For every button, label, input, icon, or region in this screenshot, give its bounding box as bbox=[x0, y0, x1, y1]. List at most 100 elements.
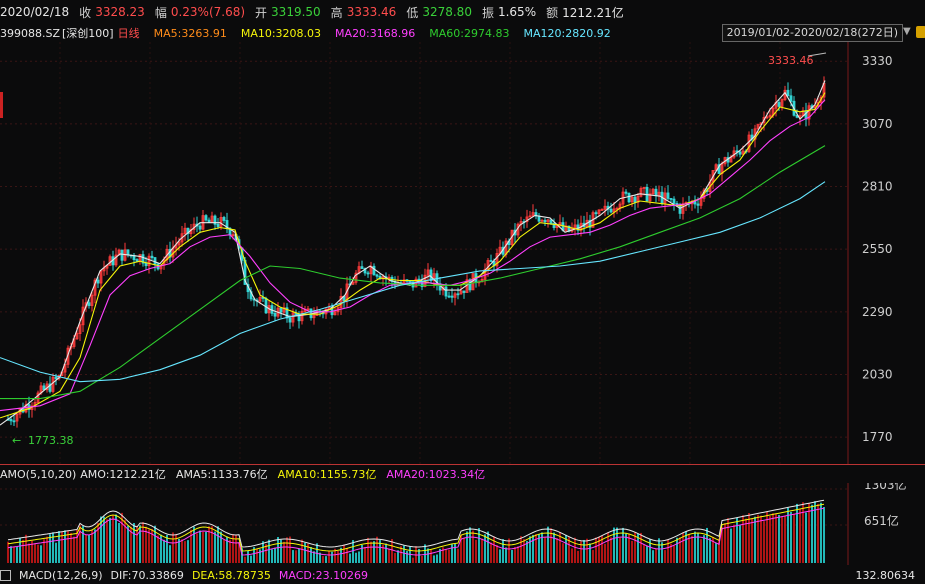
volume-bar bbox=[196, 533, 198, 563]
volume-bar bbox=[403, 545, 405, 563]
volume-bar bbox=[523, 539, 525, 563]
candle-body bbox=[597, 209, 601, 215]
volume-bar bbox=[739, 525, 741, 563]
volume-bar bbox=[184, 541, 186, 563]
candle-body bbox=[459, 290, 463, 295]
volume-bar bbox=[715, 542, 717, 563]
volume-bar bbox=[499, 549, 501, 563]
volume-bar bbox=[88, 534, 90, 563]
price-axis-tick: 3330 bbox=[862, 54, 893, 68]
volume-bar bbox=[37, 544, 39, 563]
volume-bar bbox=[712, 536, 714, 563]
volume-bar bbox=[217, 526, 219, 563]
volume-bar bbox=[586, 538, 588, 563]
volume-bar bbox=[418, 549, 420, 563]
volume-bar bbox=[697, 532, 699, 563]
volume-chart[interactable]: 1303亿 651亿 bbox=[0, 483, 925, 565]
ama20-line bbox=[7, 507, 825, 556]
volume-bar bbox=[619, 537, 621, 563]
macd-toggle-checkbox[interactable] bbox=[0, 569, 11, 581]
candle-body bbox=[375, 274, 379, 277]
volume-bar bbox=[421, 555, 423, 563]
candle-body bbox=[489, 260, 493, 262]
candle-body bbox=[282, 307, 286, 313]
amp-label: 振 bbox=[481, 5, 494, 20]
volume-bar bbox=[289, 536, 291, 563]
volume-bar bbox=[556, 538, 558, 563]
volume-bar bbox=[592, 550, 594, 563]
volume-bar bbox=[271, 549, 273, 563]
stock-code: 399088.SZ bbox=[0, 26, 61, 40]
volume-bar bbox=[121, 512, 123, 563]
volume-bar bbox=[607, 532, 609, 563]
volume-bar bbox=[652, 550, 654, 563]
candle-body bbox=[339, 295, 343, 309]
volume-bar bbox=[394, 553, 396, 563]
volume-bar bbox=[106, 519, 108, 563]
volume-bar bbox=[625, 533, 627, 563]
volume-bar bbox=[310, 547, 312, 563]
volume-bar bbox=[67, 531, 69, 563]
volume-bar bbox=[373, 541, 375, 563]
ma60-value: MA60:2974.83 bbox=[429, 26, 510, 40]
candle-body bbox=[186, 227, 190, 235]
volume-bar bbox=[73, 536, 75, 563]
volume-bar bbox=[793, 513, 795, 563]
candle-body bbox=[537, 215, 541, 222]
volume-bar bbox=[367, 537, 369, 563]
candle-body bbox=[135, 259, 139, 262]
candle-body bbox=[450, 295, 454, 298]
high-annotation-leader bbox=[807, 52, 827, 57]
volume-bar bbox=[19, 537, 21, 563]
volume-bar bbox=[283, 541, 285, 563]
volume-bar bbox=[823, 507, 825, 563]
ama5-line bbox=[7, 499, 825, 548]
volume-bar bbox=[370, 541, 372, 563]
candle-body bbox=[627, 192, 631, 203]
volume-bar bbox=[796, 503, 798, 563]
volume-bar bbox=[802, 502, 804, 563]
volume-bar bbox=[706, 527, 708, 563]
candle-body bbox=[426, 269, 430, 276]
volume-bar bbox=[286, 537, 288, 563]
volume-bar bbox=[745, 518, 747, 563]
volume-bar bbox=[493, 536, 495, 563]
candle-body bbox=[222, 217, 226, 221]
volume-bar bbox=[568, 537, 570, 563]
candle-body bbox=[144, 262, 148, 267]
volume-bar bbox=[247, 550, 249, 563]
candle-body bbox=[207, 219, 211, 223]
date-range-selector[interactable]: 2019/01/02-2020/02/18(272日) bbox=[721, 24, 903, 42]
candle-body bbox=[366, 272, 370, 275]
candle-body bbox=[99, 270, 103, 284]
volume-bar bbox=[589, 543, 591, 563]
volume-bar bbox=[424, 544, 426, 563]
volume-bar bbox=[535, 534, 537, 563]
volume-bar bbox=[766, 511, 768, 563]
candle-body bbox=[387, 276, 391, 279]
period-label[interactable]: 日线 bbox=[117, 27, 140, 40]
volume-bar bbox=[232, 534, 234, 563]
low-label: 低 bbox=[406, 5, 419, 20]
volume-bar bbox=[820, 502, 822, 563]
price-axis-tick: 1770 bbox=[862, 430, 893, 444]
lock-icon[interactable] bbox=[916, 26, 925, 38]
volume-bar bbox=[313, 551, 315, 563]
price-chart[interactable]: 3330 3070 2810 2550 2290 2030 1770 3333.46 ← 1… bbox=[0, 42, 925, 464]
volume-bar bbox=[817, 503, 819, 563]
ma60-line bbox=[0, 145, 826, 400]
volume-bar bbox=[571, 548, 573, 563]
volume-bar bbox=[154, 525, 156, 563]
ma-legend: 399088.SZ [深创100] 日线 MA5:3263.91 MA10:32… bbox=[0, 24, 925, 42]
triangle-down-icon[interactable]: ▼ bbox=[903, 26, 911, 37]
candle-body bbox=[75, 333, 79, 340]
volume-bar bbox=[583, 539, 585, 563]
volume-bar bbox=[463, 538, 465, 563]
left-arrow-icon: ← bbox=[12, 434, 21, 447]
candle-body bbox=[300, 311, 304, 322]
volume-bar bbox=[55, 542, 57, 563]
volume-bar bbox=[94, 529, 96, 563]
volume-bar bbox=[457, 548, 459, 563]
price-axis-tick: 2290 bbox=[862, 305, 893, 319]
volume-bar bbox=[442, 547, 444, 563]
